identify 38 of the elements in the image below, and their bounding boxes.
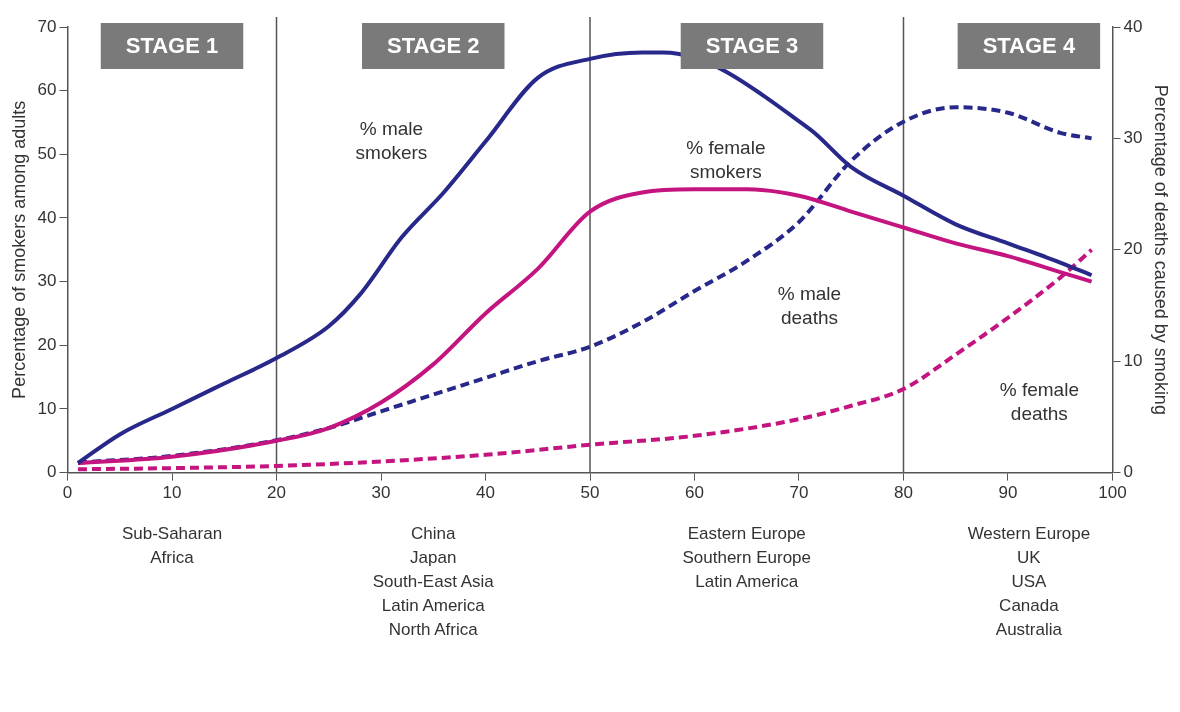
y-tick-label: 60: [37, 80, 57, 100]
x-tick-label: 90: [998, 483, 1018, 503]
x-tick-label: 20: [267, 483, 286, 503]
y-tick-label: 10: [37, 398, 57, 418]
x-tick-label: 40: [476, 483, 495, 503]
text: % female deaths: [999, 378, 1079, 424]
y2-tick-label: 0: [1123, 462, 1133, 482]
y2-tick-label: 30: [1123, 128, 1143, 148]
series-label: % male deaths: [777, 283, 842, 329]
y2-tick-label: 40: [1123, 16, 1143, 36]
x-tick-label: 10: [162, 483, 182, 503]
x-tick-label: 100: [1098, 483, 1127, 503]
y-axis-title: Percentage of smokers among adults: [8, 100, 29, 399]
text: Eastern Europe Southern Europe Latin America: [682, 524, 812, 592]
y2-tick-label: 10: [1123, 350, 1143, 370]
annotation: STAGE 4: [982, 33, 1076, 59]
y-tick-label: 50: [37, 144, 57, 163]
y-tick-label: 70: [37, 16, 57, 36]
y-tick-label: 20: [37, 334, 57, 354]
x-tick-label: 30: [371, 483, 391, 503]
y2-tick-label: 20: [1123, 239, 1143, 259]
text: China Japan South-East Asia Latin America North Africa: [372, 524, 495, 640]
x-tick-label: 60: [685, 483, 704, 503]
x-tick-label: 80: [894, 483, 913, 503]
annotation: STAGE 2: [386, 33, 480, 59]
text: Sub-Saharan Africa: [121, 524, 223, 568]
x-tick-label: 70: [789, 483, 809, 503]
y-tick-label: 40: [37, 207, 57, 227]
series-label: % female smokers: [686, 136, 766, 182]
annotation: STAGE 3: [705, 33, 799, 59]
series-label: % male smokers: [355, 117, 428, 163]
x-tick-label: 50: [580, 483, 600, 503]
y-tick-label: 30: [37, 271, 57, 291]
y2-axis-title: Percentage of deaths caused by smoking: [1151, 84, 1172, 415]
x-tick-label: 0: [62, 483, 73, 503]
text: Western Europe UK USA Canada Australia: [967, 524, 1091, 640]
y-tick-label: 0: [47, 462, 57, 482]
annotation: STAGE 1: [125, 33, 219, 59]
